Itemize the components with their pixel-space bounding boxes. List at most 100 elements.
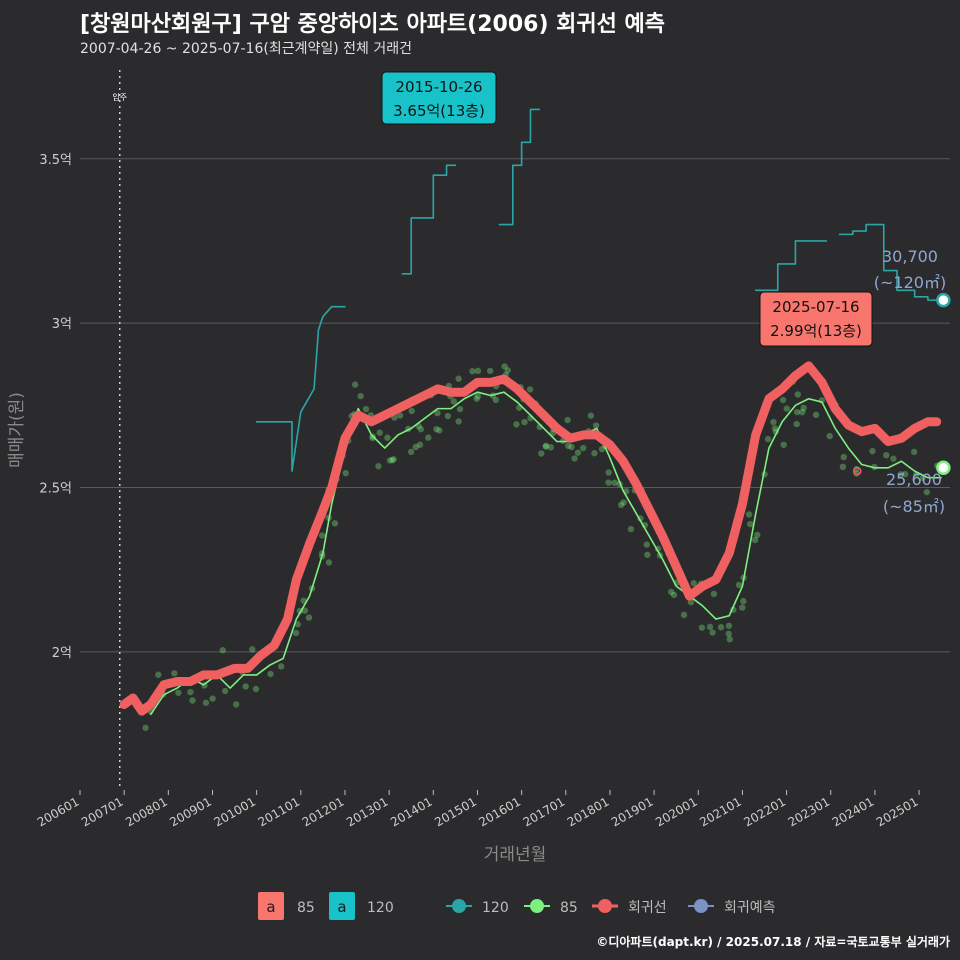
y-tick-label: 3.5억 [39,153,72,168]
scatter-point [189,697,196,704]
scatter-point [698,624,706,631]
end-label-value: 30,700 [882,247,938,266]
legend: a 85 a 120 120 85 회귀선 회귀예측 [258,892,776,920]
scatter-point [587,412,595,419]
legend-85-fill-swatch [258,892,284,920]
scatter-point [376,429,383,436]
scatter-point [417,426,425,433]
scatter-point [574,449,582,456]
legend-120-dot [452,899,466,913]
scatter-point [794,391,802,398]
scatter-point [219,647,226,654]
scatter-point [434,409,441,417]
x-tick-label: 202201 [741,794,788,829]
scatter-point [643,541,650,548]
scatter-point [770,418,777,426]
scatter-point [605,479,612,486]
scatter-point [175,689,182,696]
scatter-point [325,559,333,566]
scatter-point [617,501,625,509]
scatter-point [249,646,256,653]
move-in-label: 입주 [112,93,127,102]
scatter-point [469,368,476,375]
scatter-point [735,581,743,589]
scatter-point [171,670,178,677]
scatter-point [412,443,419,451]
scatter-point [408,407,415,415]
scatter-point [670,591,678,599]
scatter-point [799,408,806,416]
scatter-point [390,456,397,463]
scatter-point [155,671,162,678]
scatter-point [375,463,382,470]
scatter-point [627,525,635,533]
end-marker-120 [936,292,951,308]
scatter-point [294,621,301,628]
x-axis-title: 거래년월 [484,845,547,865]
scatter-point [580,444,587,452]
scatter-point [526,386,534,393]
scatter-point [521,418,528,426]
series-85-line [149,391,942,716]
x-tick-label: 202401 [830,794,877,829]
x-tick-label: 202101 [697,794,744,829]
scatter-point [444,412,452,420]
x-tick-label: 201801 [565,794,612,829]
scatter-point [318,532,326,539]
series-120-line [498,108,541,226]
scatter-point [591,450,598,457]
scatter-point [473,395,480,402]
scatter-point [800,404,807,412]
x-tick-label: 200801 [123,794,170,829]
scatter-point [839,463,847,471]
scatter-point [793,408,801,416]
x-tick-label: 202501 [874,794,921,829]
x-tick-label: 201101 [256,794,303,829]
legend-120-fill-glyph: a [337,898,346,916]
scatter-point [605,469,612,476]
page-subtitle: 2007-04-26 ~ 2025-07-16(최근계약일) 전체 거래건 [80,41,412,57]
scatter-point [668,588,675,596]
scatter-point [747,520,754,528]
scatter-point [187,688,194,696]
scatter-point [342,469,349,477]
scatter-point [690,580,697,587]
scatter-point [331,520,339,527]
scatter-point [232,701,240,708]
legend-85-line-label: 85 [560,900,578,916]
callout-85-box [759,291,873,347]
scatter-point [542,442,550,449]
scatter-point [923,488,931,496]
legend-120-fill-label: 120 [367,900,394,916]
legend-forecast-label: 회귀예측 [724,900,776,916]
scatter-point [501,363,508,370]
scatter-point [644,551,651,558]
x-tick-label: 201901 [609,794,656,829]
scatter-point [436,427,443,434]
scatter-point [351,381,359,388]
scatter-point [706,623,714,631]
end-label-value: 25,600 [886,470,942,489]
x-tick-label: 201701 [521,794,568,829]
scatter-point [726,636,733,643]
scatter-point [680,611,688,619]
y-tick-label: 2.5억 [39,482,72,497]
scatter-point [709,629,716,636]
scatter-point [745,511,753,518]
scatter-point [221,687,229,695]
scatter-point [564,416,571,424]
scatter-point [783,405,790,412]
scatter-point [389,456,396,464]
callout-120-box [381,71,497,125]
scatter-point [717,624,725,631]
series-120-line [255,305,346,472]
legend-regression-dot [598,899,612,913]
callouts: 2015-10-26 3.65억(13층) 2025-07-16 2.99억(13층)… [381,71,951,516]
scatter-point [890,455,897,462]
x-tick-label: 200701 [79,794,126,829]
scatter-point [598,445,606,453]
scatter-point [292,629,300,637]
legend-85-fill-label: 85 [297,900,315,916]
end-marker-85 [936,460,951,476]
